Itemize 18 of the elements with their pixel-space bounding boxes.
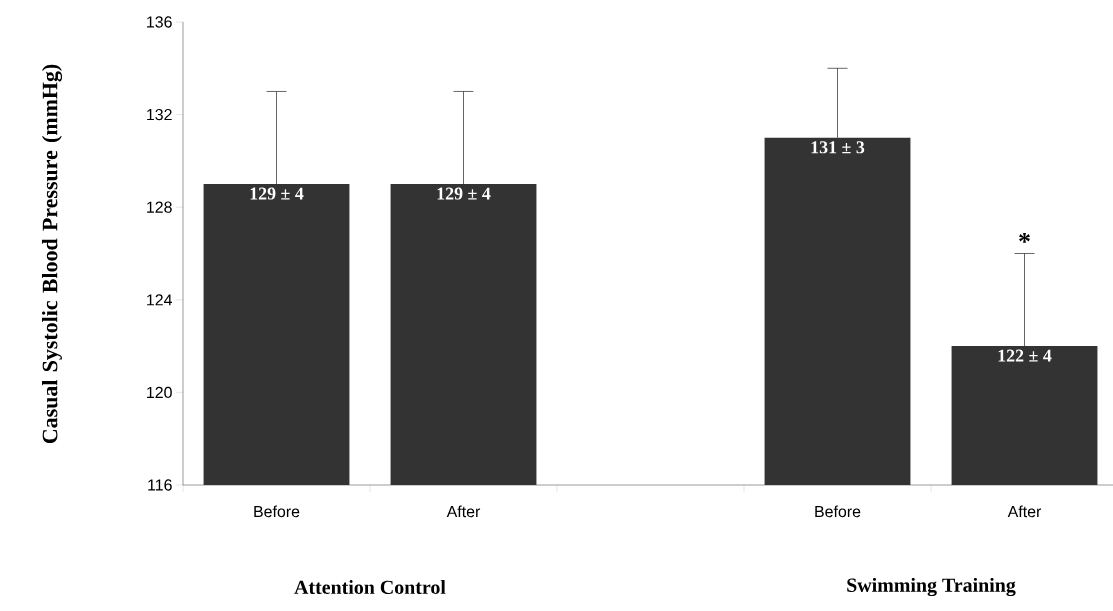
y-tick-label: 124 [147,294,172,306]
y-tick-label: 136 [147,16,172,28]
annotation: * [1019,232,1030,243]
y-tick-label: 132 [147,108,172,121]
x-tick-label: After [446,505,481,518]
data-label: 129 ± 4 [437,187,491,200]
y-tick-label: 128 [147,201,172,213]
text: Attention Control [294,579,446,594]
y-axis-title: Casual Systolic Blood Pressure (mmHg) [41,64,63,444]
text: Swimming Training [847,577,1016,597]
x-tick-label: Before [815,505,861,518]
x-tick-label: Before [254,505,300,518]
y-tick-label: 116 [148,479,172,491]
x-tick-label: After [1007,505,1042,518]
data-label: 131 ± 3 [811,141,865,154]
data-label: 122 ± 4 [998,349,1052,362]
data-label: 129 ± 4 [250,187,304,200]
y-tick-label: 120 [147,386,172,399]
